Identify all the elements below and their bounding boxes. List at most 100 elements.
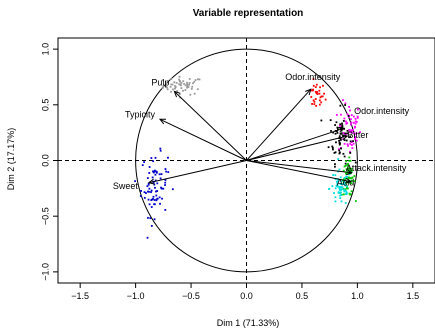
data-point: [334, 196, 337, 199]
variable-label: Odor.intensity: [354, 106, 410, 116]
data-point: [353, 180, 356, 183]
data-point: [349, 140, 352, 143]
data-point: [145, 192, 147, 194]
y-tick-label: 0.5: [40, 99, 50, 112]
data-point: [343, 181, 346, 184]
data-point: [344, 202, 347, 204]
data-point: [331, 145, 334, 148]
data-point: [350, 167, 353, 170]
data-point: [147, 198, 150, 201]
data-point: [343, 117, 346, 120]
data-point: [348, 173, 351, 176]
data-point: [351, 179, 353, 182]
data-point: [345, 190, 348, 193]
data-point: [348, 156, 351, 159]
data-point: [188, 82, 191, 84]
data-point: [146, 185, 149, 188]
data-point: [150, 199, 153, 201]
data-point: [338, 149, 341, 152]
data-point: [344, 162, 347, 165]
data-point: [174, 85, 177, 87]
data-point: [341, 124, 344, 127]
data-point: [146, 177, 149, 179]
data-point: [143, 191, 146, 194]
data-point: [345, 175, 348, 178]
data-point: [178, 78, 181, 81]
data-point: [179, 83, 182, 86]
data-point: [348, 159, 351, 162]
data-point: [335, 185, 338, 187]
data-point: [340, 194, 342, 196]
data-point: [172, 88, 174, 91]
data-point: [336, 180, 338, 183]
data-point: [348, 168, 350, 170]
arrow-head: [147, 178, 155, 185]
data-point: [310, 89, 313, 92]
data-point: [351, 140, 353, 143]
data-point: [343, 139, 346, 142]
data-point: [342, 132, 345, 134]
data-point: [342, 120, 345, 122]
data-point: [354, 117, 357, 120]
data-point: [349, 135, 352, 138]
data-point: [141, 164, 144, 167]
data-point: [346, 143, 349, 146]
data-point: [339, 151, 341, 154]
data-point: [351, 176, 354, 179]
data-point: [345, 122, 348, 125]
data-point: [356, 108, 359, 111]
data-point: [173, 81, 176, 84]
variable-label: Sweet: [113, 181, 139, 191]
variable-label: Bitter: [347, 130, 368, 140]
data-point: [343, 176, 346, 179]
data-point: [178, 83, 181, 86]
data-point: [150, 191, 152, 194]
data-point: [349, 177, 351, 180]
arrow-head: [346, 169, 353, 176]
data-point: [334, 132, 337, 135]
data-point: [339, 183, 342, 186]
data-point: [160, 187, 163, 190]
data-point: [186, 81, 188, 84]
data-point: [339, 186, 342, 188]
data-point: [337, 128, 339, 131]
data-point: [155, 190, 157, 193]
data-point: [184, 84, 187, 87]
data-point: [331, 146, 334, 149]
variable-arrow: [159, 118, 247, 161]
variable-arrow: [174, 91, 247, 161]
data-point: [356, 115, 359, 118]
data-point: [171, 83, 174, 86]
data-point: [186, 83, 189, 86]
data-point: [356, 116, 359, 119]
data-point: [155, 194, 158, 197]
data-point: [339, 142, 341, 145]
data-point: [347, 116, 350, 118]
data-point: [193, 92, 196, 95]
data-point: [184, 89, 187, 91]
data-point: [354, 200, 357, 202]
data-point: [355, 139, 358, 142]
data-point: [339, 139, 342, 141]
data-point: [345, 193, 348, 196]
data-point: [354, 137, 357, 140]
data-point: [154, 173, 157, 176]
data-point: [152, 171, 155, 174]
x-tick-label: 0.0: [240, 291, 253, 301]
data-point: [342, 183, 345, 185]
data-point: [349, 169, 352, 172]
point-clouds: [134, 75, 361, 239]
data-point: [332, 174, 334, 176]
data-point: [337, 180, 340, 182]
data-point: [352, 132, 355, 135]
data-point: [352, 142, 355, 145]
data-point: [155, 171, 158, 174]
data-point: [336, 126, 339, 129]
data-point: [150, 157, 153, 159]
data-point: [346, 113, 349, 116]
variable-label: Pulp: [151, 77, 169, 87]
data-point: [340, 113, 342, 116]
data-point: [180, 82, 183, 84]
data-point: [344, 188, 347, 191]
